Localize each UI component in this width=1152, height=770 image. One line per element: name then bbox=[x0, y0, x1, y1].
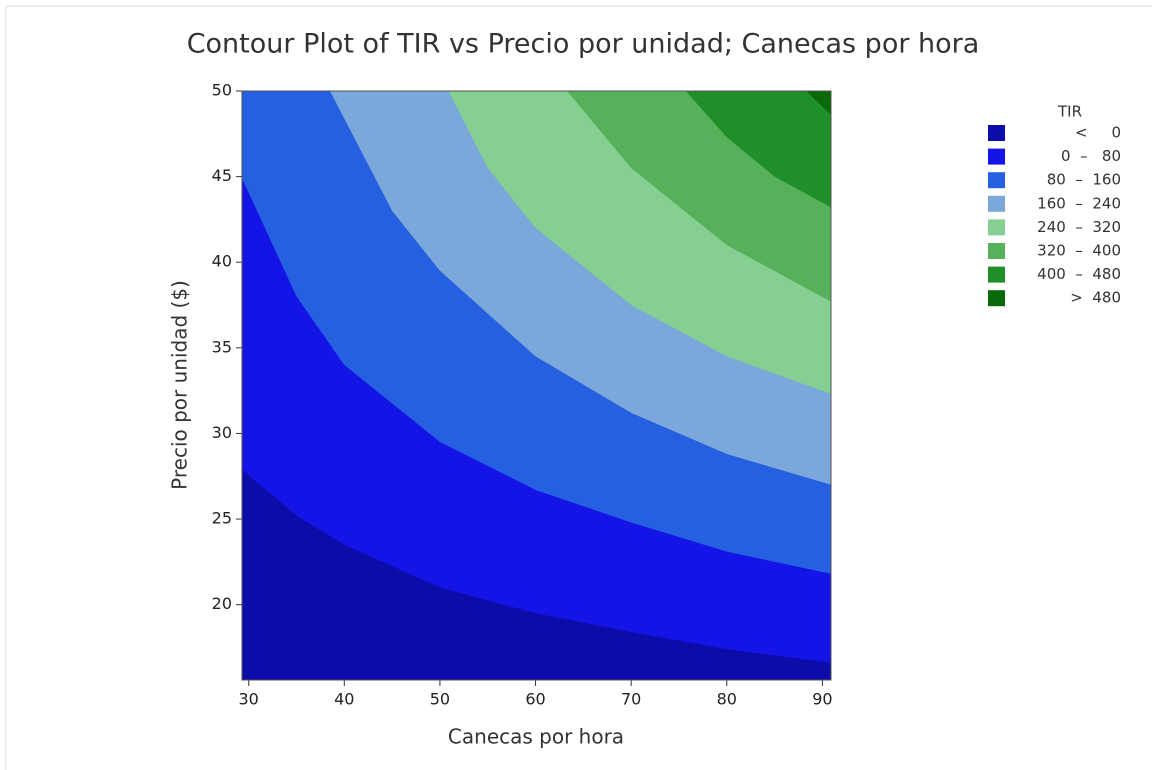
legend-label: 0 – 80 bbox=[1061, 147, 1121, 165]
x-tick-label: 50 bbox=[430, 690, 450, 709]
plot-border bbox=[241, 90, 832, 681]
x-tick-label: 90 bbox=[812, 690, 832, 709]
y-tick-label: 25 bbox=[212, 509, 232, 528]
contour-band bbox=[242, 91, 831, 208]
legend-swatch bbox=[988, 290, 1005, 307]
y-tick-label: 45 bbox=[212, 166, 232, 185]
contour-band bbox=[242, 91, 831, 302]
y-axis-title: Precio por unidad ($) bbox=[168, 280, 192, 490]
x-tick-label: 70 bbox=[621, 690, 641, 709]
legend-swatch bbox=[988, 266, 1005, 283]
x-tick-label: 40 bbox=[334, 690, 354, 709]
x-tick-label: 30 bbox=[239, 690, 259, 709]
chart-title: Contour Plot of TIR vs Precio por unidad… bbox=[187, 29, 980, 60]
legend-swatch bbox=[988, 172, 1005, 189]
legend-label: 80 – 160 bbox=[1047, 171, 1121, 189]
y-tick-label: 40 bbox=[212, 252, 232, 271]
legend-swatch bbox=[988, 148, 1005, 165]
legend-swatch bbox=[988, 195, 1005, 212]
y-tick-label: 50 bbox=[212, 81, 232, 100]
y-tick-label: 35 bbox=[212, 337, 232, 356]
legend-swatch bbox=[988, 219, 1005, 236]
legend-label: 160 – 240 bbox=[1037, 194, 1121, 212]
x-axis-title: Canecas por hora bbox=[448, 725, 624, 749]
legend-title: TIR bbox=[1057, 103, 1082, 121]
legend-label: 320 – 400 bbox=[1037, 242, 1121, 260]
legend-swatch bbox=[988, 125, 1005, 141]
y-tick-label: 30 bbox=[212, 423, 232, 442]
legend-swatch bbox=[988, 243, 1005, 259]
legend-label: > 480 bbox=[1070, 289, 1121, 307]
x-tick-label: 60 bbox=[525, 690, 545, 709]
plot-area bbox=[242, 91, 831, 680]
legend-label: < 0 bbox=[1075, 124, 1121, 142]
x-tick-label: 80 bbox=[717, 690, 737, 709]
legend-label: 400 – 480 bbox=[1037, 265, 1121, 283]
y-tick-label: 20 bbox=[212, 594, 232, 613]
legend-label: 240 – 320 bbox=[1037, 218, 1121, 236]
